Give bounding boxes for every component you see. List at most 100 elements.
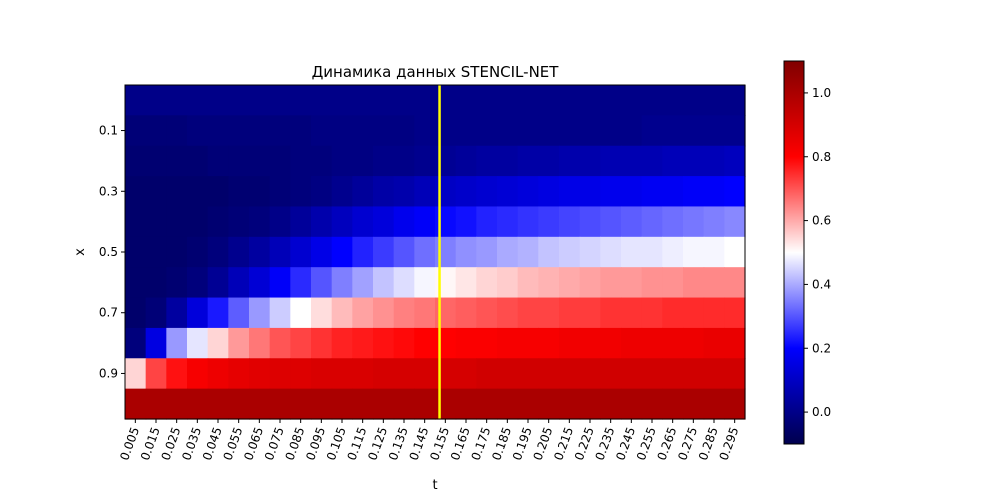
heatmap-cell	[393, 388, 415, 420]
heatmap-cell	[373, 236, 395, 268]
heatmap-cell	[228, 85, 250, 116]
heatmap-cell	[497, 206, 519, 238]
heatmap-cell	[352, 358, 374, 390]
heatmap-cell	[476, 388, 498, 420]
heatmap-cell	[311, 267, 333, 299]
heatmap-cell	[559, 236, 581, 268]
heatmap-cell	[559, 267, 581, 299]
heatmap-cell	[517, 115, 539, 147]
heatmap-cell	[703, 297, 725, 329]
heatmap-cell	[455, 236, 477, 268]
heatmap-cell	[497, 358, 519, 390]
heatmap-cell	[517, 297, 539, 329]
heatmap-cell	[125, 85, 147, 116]
heatmap-cell	[352, 145, 374, 177]
heatmap-cell	[662, 358, 684, 390]
heatmap-cell	[207, 85, 229, 116]
heatmap-cell	[207, 267, 229, 299]
heatmap-cell	[290, 358, 312, 390]
heatmap-cell	[579, 85, 601, 116]
heatmap-cell	[476, 267, 498, 299]
heatmap-cell	[207, 236, 229, 268]
heatmap-cell	[600, 388, 622, 420]
heatmap-cell	[662, 297, 684, 329]
heatmap-cell	[600, 115, 622, 147]
heatmap-cell	[724, 236, 746, 268]
heatmap-cell	[579, 236, 601, 268]
heatmap-cell	[517, 358, 539, 390]
heatmap-cell	[435, 297, 457, 329]
heatmap-cell	[331, 358, 353, 390]
heatmap-cell	[352, 327, 374, 359]
heatmap-cell	[187, 297, 209, 329]
heatmap-cell	[435, 145, 457, 177]
heatmap-cell	[476, 115, 498, 147]
heatmap-cell	[414, 297, 436, 329]
heatmap-cell	[125, 358, 147, 390]
heatmap-cell	[662, 145, 684, 177]
heatmap-cell	[166, 176, 188, 208]
heatmap-cell	[497, 85, 519, 116]
heatmap-cell	[249, 358, 271, 390]
heatmap-cell	[352, 176, 374, 208]
heatmap-cell	[207, 176, 229, 208]
heatmap-cell	[311, 358, 333, 390]
heatmap-cell	[538, 85, 560, 116]
heatmap-cell	[269, 85, 291, 116]
colorbar-tick-label: 0.8	[812, 150, 831, 164]
y-tick-label: 0.9	[99, 366, 118, 380]
heatmap-cell	[476, 85, 498, 116]
heatmap-cell	[621, 176, 643, 208]
heatmap-cell	[724, 358, 746, 390]
heatmap-cell	[269, 176, 291, 208]
heatmap-cell	[724, 327, 746, 359]
heatmap-cell	[641, 115, 663, 147]
heatmap-cell	[517, 236, 539, 268]
heatmap-cell	[228, 236, 250, 268]
heatmap-cell	[187, 388, 209, 420]
heatmap-cell	[683, 297, 705, 329]
heatmap-cell	[269, 267, 291, 299]
heatmap-cell	[476, 327, 498, 359]
heatmap-cell	[166, 145, 188, 177]
heatmap-cell	[145, 267, 167, 299]
heatmap-cell	[290, 236, 312, 268]
heatmap-cell	[331, 115, 353, 147]
x-axis-label: t	[432, 478, 437, 493]
heatmap-cell	[228, 267, 250, 299]
heatmap-cell	[559, 85, 581, 116]
heatmap-cell	[331, 85, 353, 116]
heatmap-cell	[393, 267, 415, 299]
heatmap-cell	[517, 206, 539, 238]
heatmap-cell	[559, 358, 581, 390]
heatmap-cell	[373, 85, 395, 116]
heatmap-cell	[579, 297, 601, 329]
heatmap-cell	[641, 358, 663, 390]
heatmap-cell	[517, 388, 539, 420]
heatmap-cell	[621, 267, 643, 299]
heatmap-cell	[435, 115, 457, 147]
heatmap-cell	[497, 297, 519, 329]
heatmap-cell	[621, 206, 643, 238]
heatmap-cell	[538, 388, 560, 420]
heatmap-cell	[166, 297, 188, 329]
heatmap-cell	[497, 115, 519, 147]
heatmap-cell	[476, 206, 498, 238]
heatmap-cell	[373, 388, 395, 420]
heatmap-cell	[538, 236, 560, 268]
heatmap-cell	[476, 145, 498, 177]
heatmap-cell	[600, 206, 622, 238]
heatmap-cell	[228, 388, 250, 420]
heatmap-cell	[559, 388, 581, 420]
heatmap-cell	[311, 327, 333, 359]
heatmap-cell	[166, 206, 188, 238]
heatmap-cell	[455, 297, 477, 329]
heatmap-cell	[641, 145, 663, 177]
colorbar-ticks: 0.0 0.2 0.4 0.6 0.8 1.0	[804, 86, 831, 419]
heatmap-cell	[373, 206, 395, 238]
heatmap-cell	[269, 206, 291, 238]
heatmap-cell	[435, 267, 457, 299]
heatmap-cell	[455, 327, 477, 359]
heatmap-cell	[579, 358, 601, 390]
heatmap-cell	[269, 297, 291, 329]
